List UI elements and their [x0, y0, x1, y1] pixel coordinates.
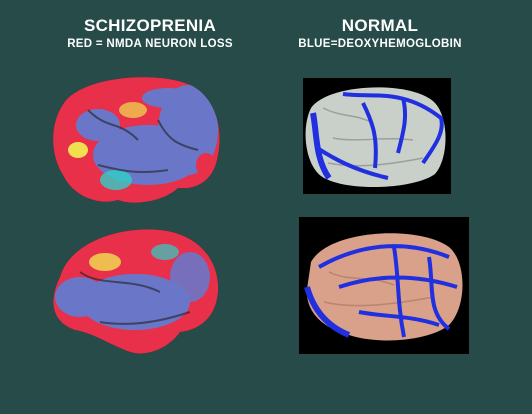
schizophrenia-title: SCHIZOPRENIA	[83, 16, 217, 35]
normal-title: NORMAL	[341, 16, 419, 35]
normal-brain-gray	[305, 87, 446, 188]
normal-brain-panel-top	[303, 78, 451, 194]
normal-legend: BLUE=DEOXYHEMOGLOBIN	[298, 38, 462, 50]
normal-brain-panel-bottom	[299, 217, 469, 354]
schizophrenia-brain-top	[53, 77, 220, 203]
normal-brain-pink	[304, 233, 463, 341]
schizophrenia-brain-bottom	[53, 229, 219, 354]
schizophrenia-legend: RED = NMDA NEURON LOSS	[67, 38, 233, 50]
